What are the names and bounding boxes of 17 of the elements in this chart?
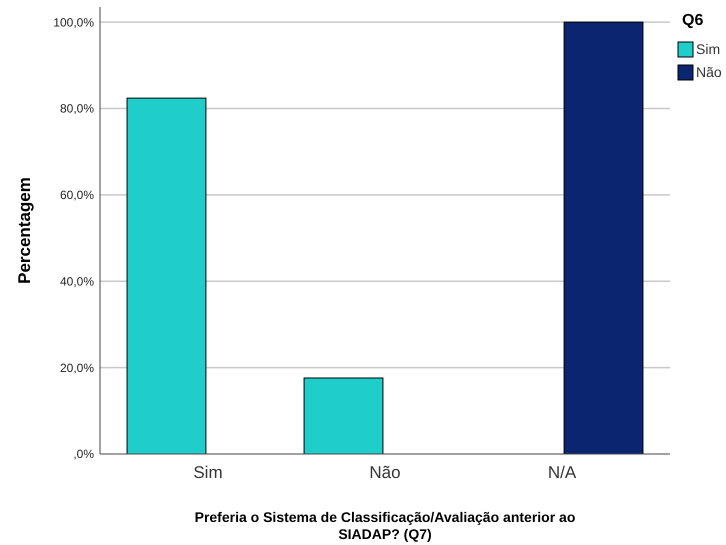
x-tick-label: N/A	[548, 463, 577, 482]
bar	[564, 22, 644, 454]
x-tick-label: Sim	[193, 463, 223, 482]
y-axis-title: Percentagem	[15, 177, 34, 284]
x-tick-label: Não	[369, 463, 401, 482]
bar	[126, 98, 206, 454]
y-tick-label: ,0%	[73, 447, 94, 462]
legend-label: Não	[696, 64, 722, 80]
y-tick-label: 100,0%	[53, 15, 94, 30]
y-tick-label: 40,0%	[60, 274, 94, 288]
legend-label: Sim	[696, 41, 720, 57]
x-axis-title: Preferia o Sistema de Classificação/Avaliação anterior ao SIADAP? (Q7)	[194, 509, 576, 542]
y-tick-label: 80,0%	[60, 102, 94, 116]
y-tick-label: 60,0%	[60, 188, 94, 202]
y-tick-label: 20,0%	[60, 360, 94, 375]
bar	[304, 377, 384, 454]
legend-title: Q6	[682, 12, 704, 29]
